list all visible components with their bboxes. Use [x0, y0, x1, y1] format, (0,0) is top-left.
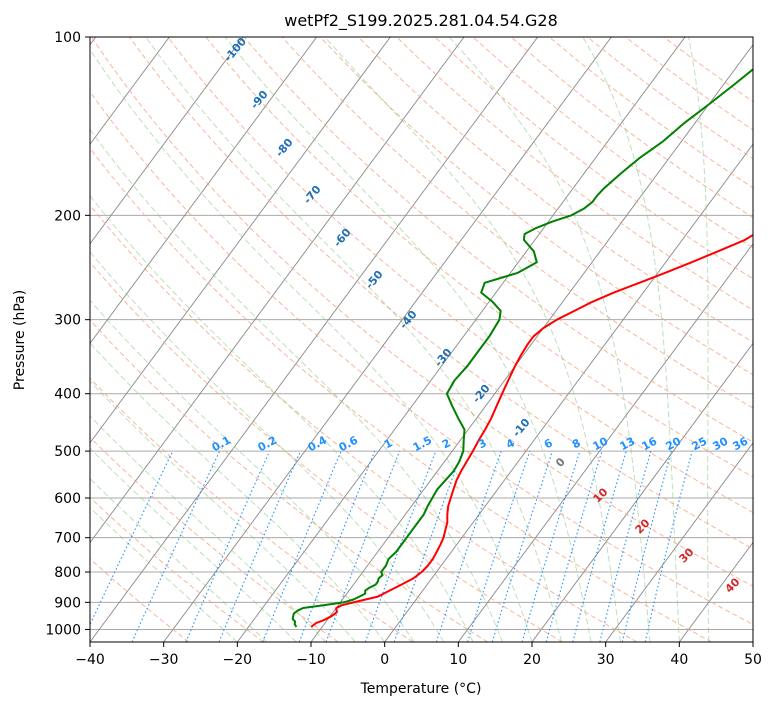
mixing-ratio-line [298, 450, 376, 642]
x-tick-label: 40 [670, 652, 688, 668]
x-tick-label: −20 [223, 652, 253, 668]
x-tick-label: 20 [523, 652, 541, 668]
y-tick-label: 1000 [45, 622, 81, 638]
mixing-ratio-line [621, 450, 672, 642]
x-tick-label: −40 [75, 652, 105, 668]
mixing-ratio-line [491, 450, 554, 642]
x-tick-label: 30 [597, 652, 615, 668]
moist-adiabat-line [90, 251, 445, 642]
dry-adiabat-line [281, 37, 753, 409]
mixing-ratio-line [364, 450, 437, 642]
chart-title: wetPf2_S199.2025.281.04.54.G28 [284, 11, 558, 31]
isotherm-line [310, 43, 753, 642]
mixing-ratio-label: 20 [664, 434, 684, 453]
moist-adiabat-line [90, 415, 327, 642]
x-tick-label: −30 [149, 652, 179, 668]
y-tick-label: 100 [54, 30, 81, 46]
moist-adiabat-line [688, 37, 710, 642]
mixing-ratio-line [262, 450, 342, 642]
y-tick-label: 800 [54, 565, 81, 581]
y-tick-label: 500 [54, 444, 81, 460]
y-axis-ticks: 100 200 300 400 500 600 700 800 900 1000 [45, 30, 90, 638]
x-tick-label: −10 [296, 652, 326, 668]
mixing-ratio-label: 16 [640, 434, 660, 453]
moist-adiabat-line [90, 447, 297, 642]
moist-adiabat-line [90, 194, 474, 642]
moist-adiabat-line [90, 128, 503, 642]
dry-adiabat-line [90, 204, 638, 642]
y-tick-label: 200 [54, 208, 81, 224]
moist-adiabat-line [90, 380, 356, 642]
x-tick-label: 0 [380, 652, 389, 668]
isotherm-line [90, 37, 318, 345]
mixing-ratio-line [521, 450, 581, 642]
mixing-ratio-line [572, 450, 627, 642]
mixing-ratio-line [435, 450, 502, 642]
isotherm-line [236, 37, 686, 642]
x-axis-title: Temperature (°C) [360, 681, 482, 697]
moist-adiabat-line [90, 48, 533, 642]
mixing-ratio-line [218, 450, 302, 642]
dry-adiabat-line [90, 90, 753, 626]
isotherm-line [457, 243, 753, 642]
mixing-ratio-line [325, 450, 401, 642]
mixing-ratio-line [185, 450, 271, 642]
y-tick-label: 400 [54, 387, 81, 403]
isotherm-line [90, 37, 539, 642]
dry-adiabat-line [90, 147, 712, 642]
plot-area [90, 37, 753, 642]
y-tick-label: 700 [54, 531, 81, 547]
mixing-ratio-line [466, 450, 531, 642]
mixing-ratio-line [393, 450, 463, 642]
dry-adiabat-line [129, 37, 753, 550]
moist-adiabat-line [90, 477, 268, 642]
thermo-background-lines [90, 37, 753, 642]
temperature-profile-line [310, 233, 753, 628]
mixing-ratio-line [599, 450, 652, 642]
mixing-ratio-line [644, 450, 693, 642]
mixing-ratio-label: 10 [591, 434, 611, 453]
mixing-ratio-line [545, 450, 603, 642]
isotherm-line [90, 37, 244, 245]
mixing-ratio-label: 36 [731, 434, 751, 453]
dewpoint-profile-line [291, 68, 753, 628]
x-axis-ticks: −40 −30 −20 −10 0 10 20 30 40 50 [75, 642, 762, 668]
moist-adiabat-line [448, 37, 651, 642]
dry-adiabat-line [90, 319, 488, 642]
dry-adiabat-line [243, 37, 753, 443]
y-axis-title: Pressure (hPa) [12, 290, 28, 390]
y-tick-label: 300 [54, 313, 81, 329]
moist-adiabat-line [145, 37, 562, 642]
mixing-ratio-label: 13 [618, 435, 638, 454]
isotherm-line [384, 143, 753, 642]
moist-adiabat-line [324, 37, 621, 642]
dry-adiabat-line [396, 37, 753, 311]
mixing-ratio-label: 30 [711, 434, 731, 453]
dry-adiabat-line [90, 558, 190, 642]
mixing-ratio-label: 25 [690, 435, 710, 454]
x-tick-label: 10 [449, 652, 467, 668]
isotherm-line [90, 37, 465, 544]
y-tick-label: 900 [54, 595, 81, 611]
sounding-profiles [291, 68, 753, 628]
plot-frame [89, 36, 754, 643]
isotherm-line [605, 442, 753, 642]
isotherm-line [531, 342, 753, 642]
y-tick-label: 600 [54, 491, 81, 507]
isotherm-line [90, 37, 170, 146]
x-tick-label: 50 [744, 652, 762, 668]
dry-adiabat-line [90, 261, 563, 642]
isotherm-line [90, 37, 391, 444]
dry-adiabat-line [167, 37, 753, 514]
moist-adiabat-line [582, 37, 680, 642]
isotherm-line [163, 37, 612, 642]
